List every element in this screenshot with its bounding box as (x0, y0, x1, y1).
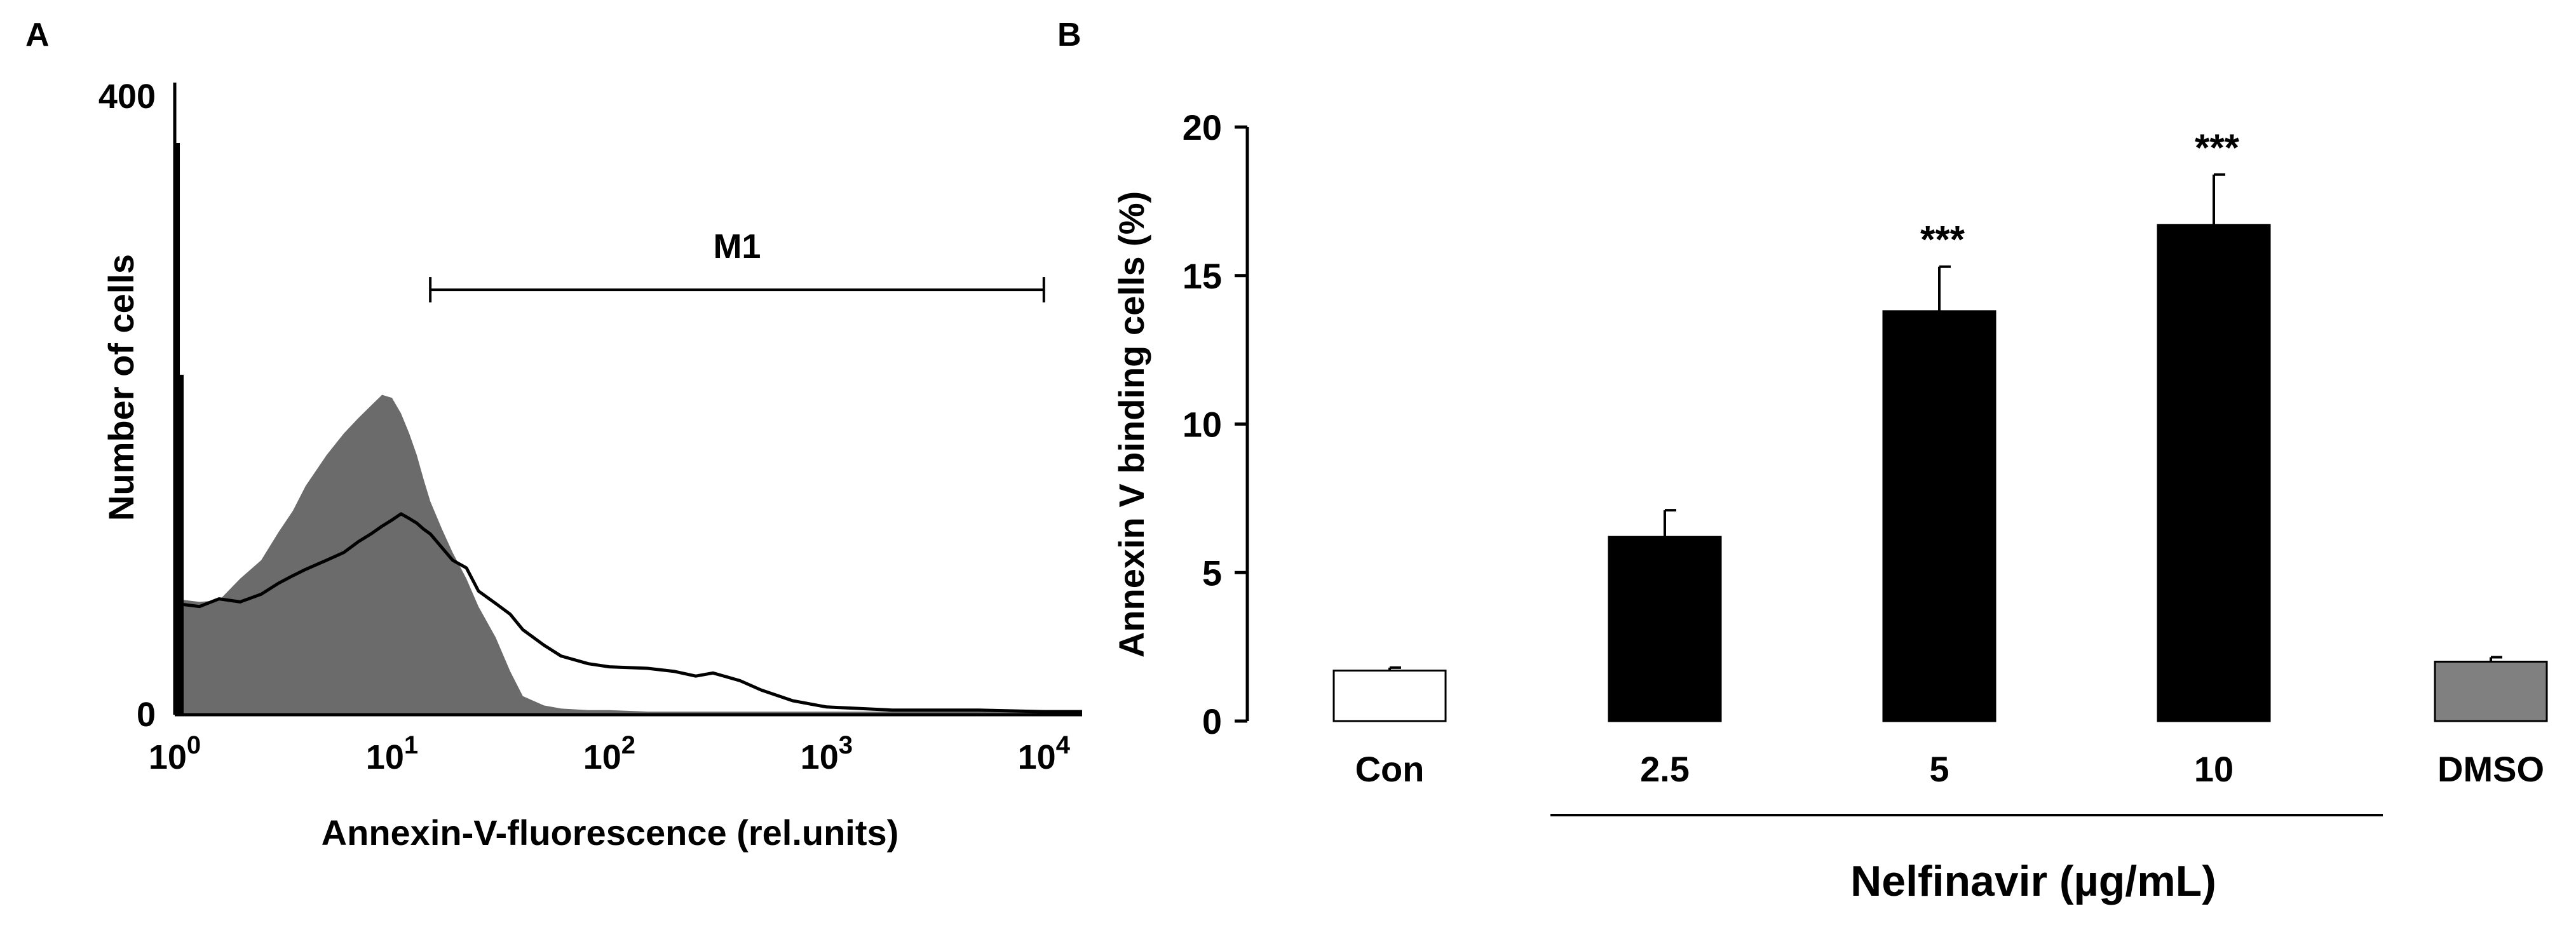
bar-category-label: DMSO (2437, 749, 2544, 789)
bar-y-tick-label: 10 (1183, 405, 1222, 445)
histogram-line (174, 512, 1082, 713)
bar (2434, 661, 2548, 722)
histogram-y-axis-label: Number of cells (101, 254, 141, 521)
bar-series: *** *** (1332, 126, 2548, 722)
panel-a-label: A (25, 17, 50, 53)
significance-marker: *** (1920, 219, 1965, 261)
histogram-x-tick-label: 100 (149, 731, 201, 776)
m1-gate-label: M1 (713, 227, 761, 266)
histogram-line-series (174, 512, 1082, 713)
bar-y-tick-label: 5 (1202, 553, 1222, 593)
histogram-x-tick-labels: 100 101 102 103 104 (149, 731, 1071, 776)
histogram-y-tick-label: 400 (98, 78, 156, 116)
histogram-x-axis-label: Annexin-V-fluorescence (rel.units) (322, 813, 899, 853)
bar-y-tick-label: 15 (1183, 256, 1222, 296)
bar-y-ticks: 0 5 10 15 20 (1183, 107, 1247, 741)
bar (1332, 670, 1447, 722)
bar-category-labels: Con 2.5 5 10 DMSO (1355, 749, 2544, 789)
bar (1608, 536, 1722, 722)
bar-chart: 0 5 10 15 20 *** *** Con 2.5 5 10 DMSO Nelfinavir… (1111, 107, 2548, 905)
bar-x-axis-label: Nelfinavir (µg/mL) (1850, 857, 2216, 905)
significance-marker: *** (2195, 126, 2240, 169)
histogram-x-tick-label: 101 (366, 731, 418, 776)
histogram-y-tick-labels: 0 400 (98, 78, 156, 734)
bar (2157, 224, 2271, 722)
bar-y-tick-label: 0 (1202, 701, 1222, 741)
histogram-filled-series (175, 395, 1082, 715)
bar-category-label: 2.5 (1640, 749, 1690, 789)
panel-b-label: B (1057, 17, 1081, 53)
m1-gate: M1 (429, 227, 1045, 303)
bar-category-label: 5 (1929, 749, 1949, 789)
histogram-x-tick-label: 104 (1018, 731, 1071, 776)
histogram-filled-area (175, 395, 1082, 715)
histogram-y-tick-label: 0 (137, 696, 156, 734)
bar (1882, 310, 1996, 722)
bar-y-axis-label: Annexin V binding cells (%) (1111, 191, 1151, 658)
bar-y-tick-label: 20 (1183, 107, 1222, 147)
histogram-x-tick-label: 102 (583, 731, 635, 776)
histogram-x-tick-label: 103 (801, 731, 853, 776)
bar-category-label: Con (1355, 749, 1425, 789)
histogram-spikes (175, 142, 184, 715)
bar-category-label: 10 (2194, 749, 2234, 789)
